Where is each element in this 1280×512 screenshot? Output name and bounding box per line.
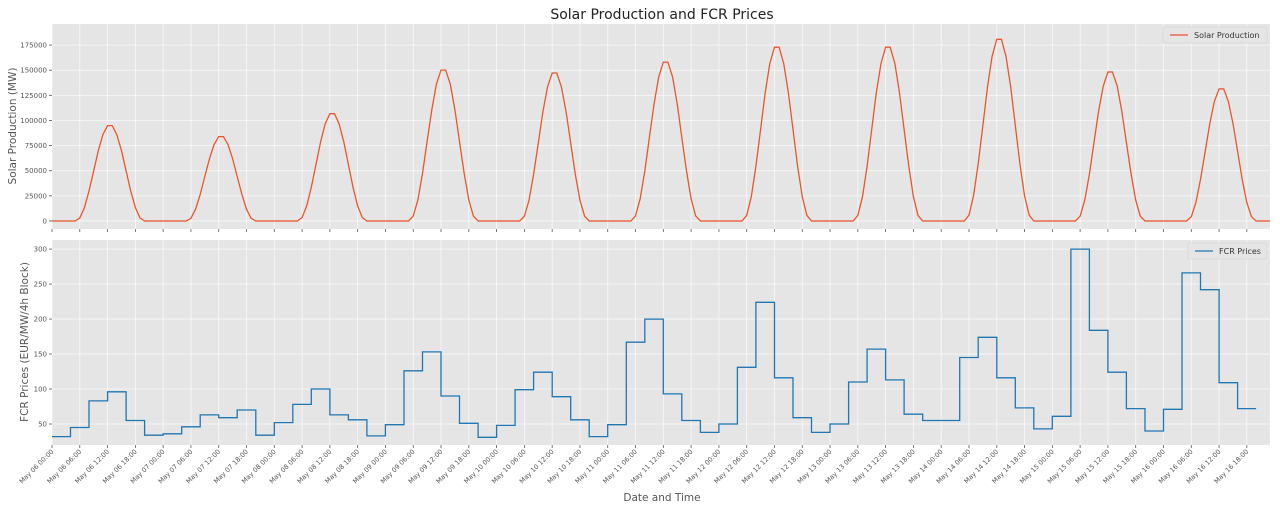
solar-y-tick-label: 25000 — [25, 192, 47, 200]
solar-legend-label: Solar Production — [1194, 31, 1260, 40]
solar-y-tick-label: 50000 — [25, 167, 47, 175]
fcr-plot-area — [52, 240, 1270, 445]
solar-production-line — [52, 38, 1270, 222]
solar-x-tick-marks — [51, 229, 1248, 232]
solar-y-ticks: 0 25000 50000 75000 100000 125000 150000 175000 — [20, 42, 52, 225]
solar-y-axis-label: Solar Production (MW) — [7, 68, 19, 185]
solar-y-tick-label: 100000 — [20, 117, 47, 125]
solar-plot-area — [52, 24, 1270, 229]
fcr-legend: FCR Prices — [1187, 242, 1268, 260]
chart-title: Solar Production and FCR Prices — [550, 7, 773, 23]
fcr-legend-label: FCR Prices — [1219, 247, 1261, 256]
solar-y-tick-label: 75000 — [25, 142, 47, 150]
solar-y-tick-label: 0 — [43, 217, 47, 225]
solar-y-tick-label: 175000 — [20, 42, 47, 50]
solar-legend: Solar Production — [1162, 26, 1268, 44]
fcr-y-tick-label: 100 — [34, 386, 47, 394]
fcr-y-ticks: 50 100 150 200 250 300 — [34, 246, 52, 429]
solar-y-tick-label: 150000 — [20, 67, 47, 75]
fcr-y-axis-label: FCR Prices (EUR/MW/4h Block) — [19, 262, 31, 422]
x-axis-label: Date and Time — [623, 492, 700, 504]
fcr-y-tick-label: 250 — [34, 281, 47, 289]
solar-grid — [51, 24, 1270, 229]
fcr-y-tick-label: 150 — [34, 351, 47, 359]
solar-production-panel: 0 25000 50000 75000 100000 125000 150000 175000… — [7, 24, 1270, 232]
solar-y-tick-label: 125000 — [20, 92, 47, 100]
fcr-y-tick-label: 50 — [38, 421, 47, 429]
fcr-prices-line — [52, 248, 1257, 438]
fcr-grid — [51, 240, 1270, 445]
fcr-y-tick-label: 200 — [34, 316, 47, 324]
fcr-y-tick-label: 300 — [34, 246, 47, 254]
